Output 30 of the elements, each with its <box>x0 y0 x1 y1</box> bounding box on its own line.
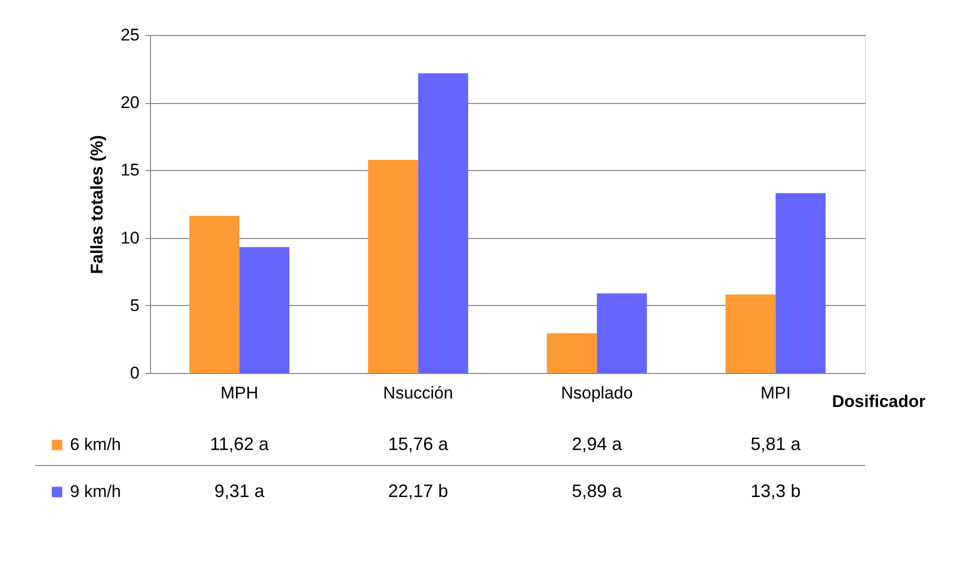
data-label: 11,62 a <box>210 434 270 454</box>
bar <box>546 333 597 373</box>
data-label: 5,81 a <box>750 434 802 454</box>
y-tick-label: 10 <box>120 228 140 248</box>
bar <box>239 247 290 373</box>
bar <box>726 294 776 373</box>
legend-label: 9 km/h <box>70 482 122 501</box>
x-tick-label: MPH <box>220 384 258 402</box>
y-tick-label: 20 <box>120 93 140 112</box>
data-label: 15,76 a <box>388 434 450 454</box>
bar <box>596 293 647 373</box>
x-tick-label: MPI <box>760 384 791 402</box>
legend-label: 6 km/h <box>70 435 122 454</box>
y-axis-title: Fallas totales (%) <box>88 135 107 274</box>
bar <box>189 216 240 373</box>
x-axis-title: Dosificador <box>832 392 926 411</box>
x-tick-label: Nsoplado <box>560 384 633 402</box>
bar <box>368 160 418 373</box>
y-tick-label: 15 <box>120 160 140 180</box>
y-tick-label: 5 <box>130 296 140 315</box>
data-label: 2,94 a <box>572 434 623 454</box>
data-label: 13,3 b <box>750 481 801 501</box>
data-label: 9,31 a <box>214 481 266 501</box>
data-label: 22,17 b <box>388 481 448 501</box>
bar <box>418 73 468 373</box>
bar <box>776 193 826 373</box>
y-tick-label: 0 <box>130 364 140 382</box>
y-tick-label: 25 <box>120 26 140 44</box>
data-label: 5,89 a <box>572 481 623 501</box>
x-tick-label: Nsucción <box>383 384 454 402</box>
